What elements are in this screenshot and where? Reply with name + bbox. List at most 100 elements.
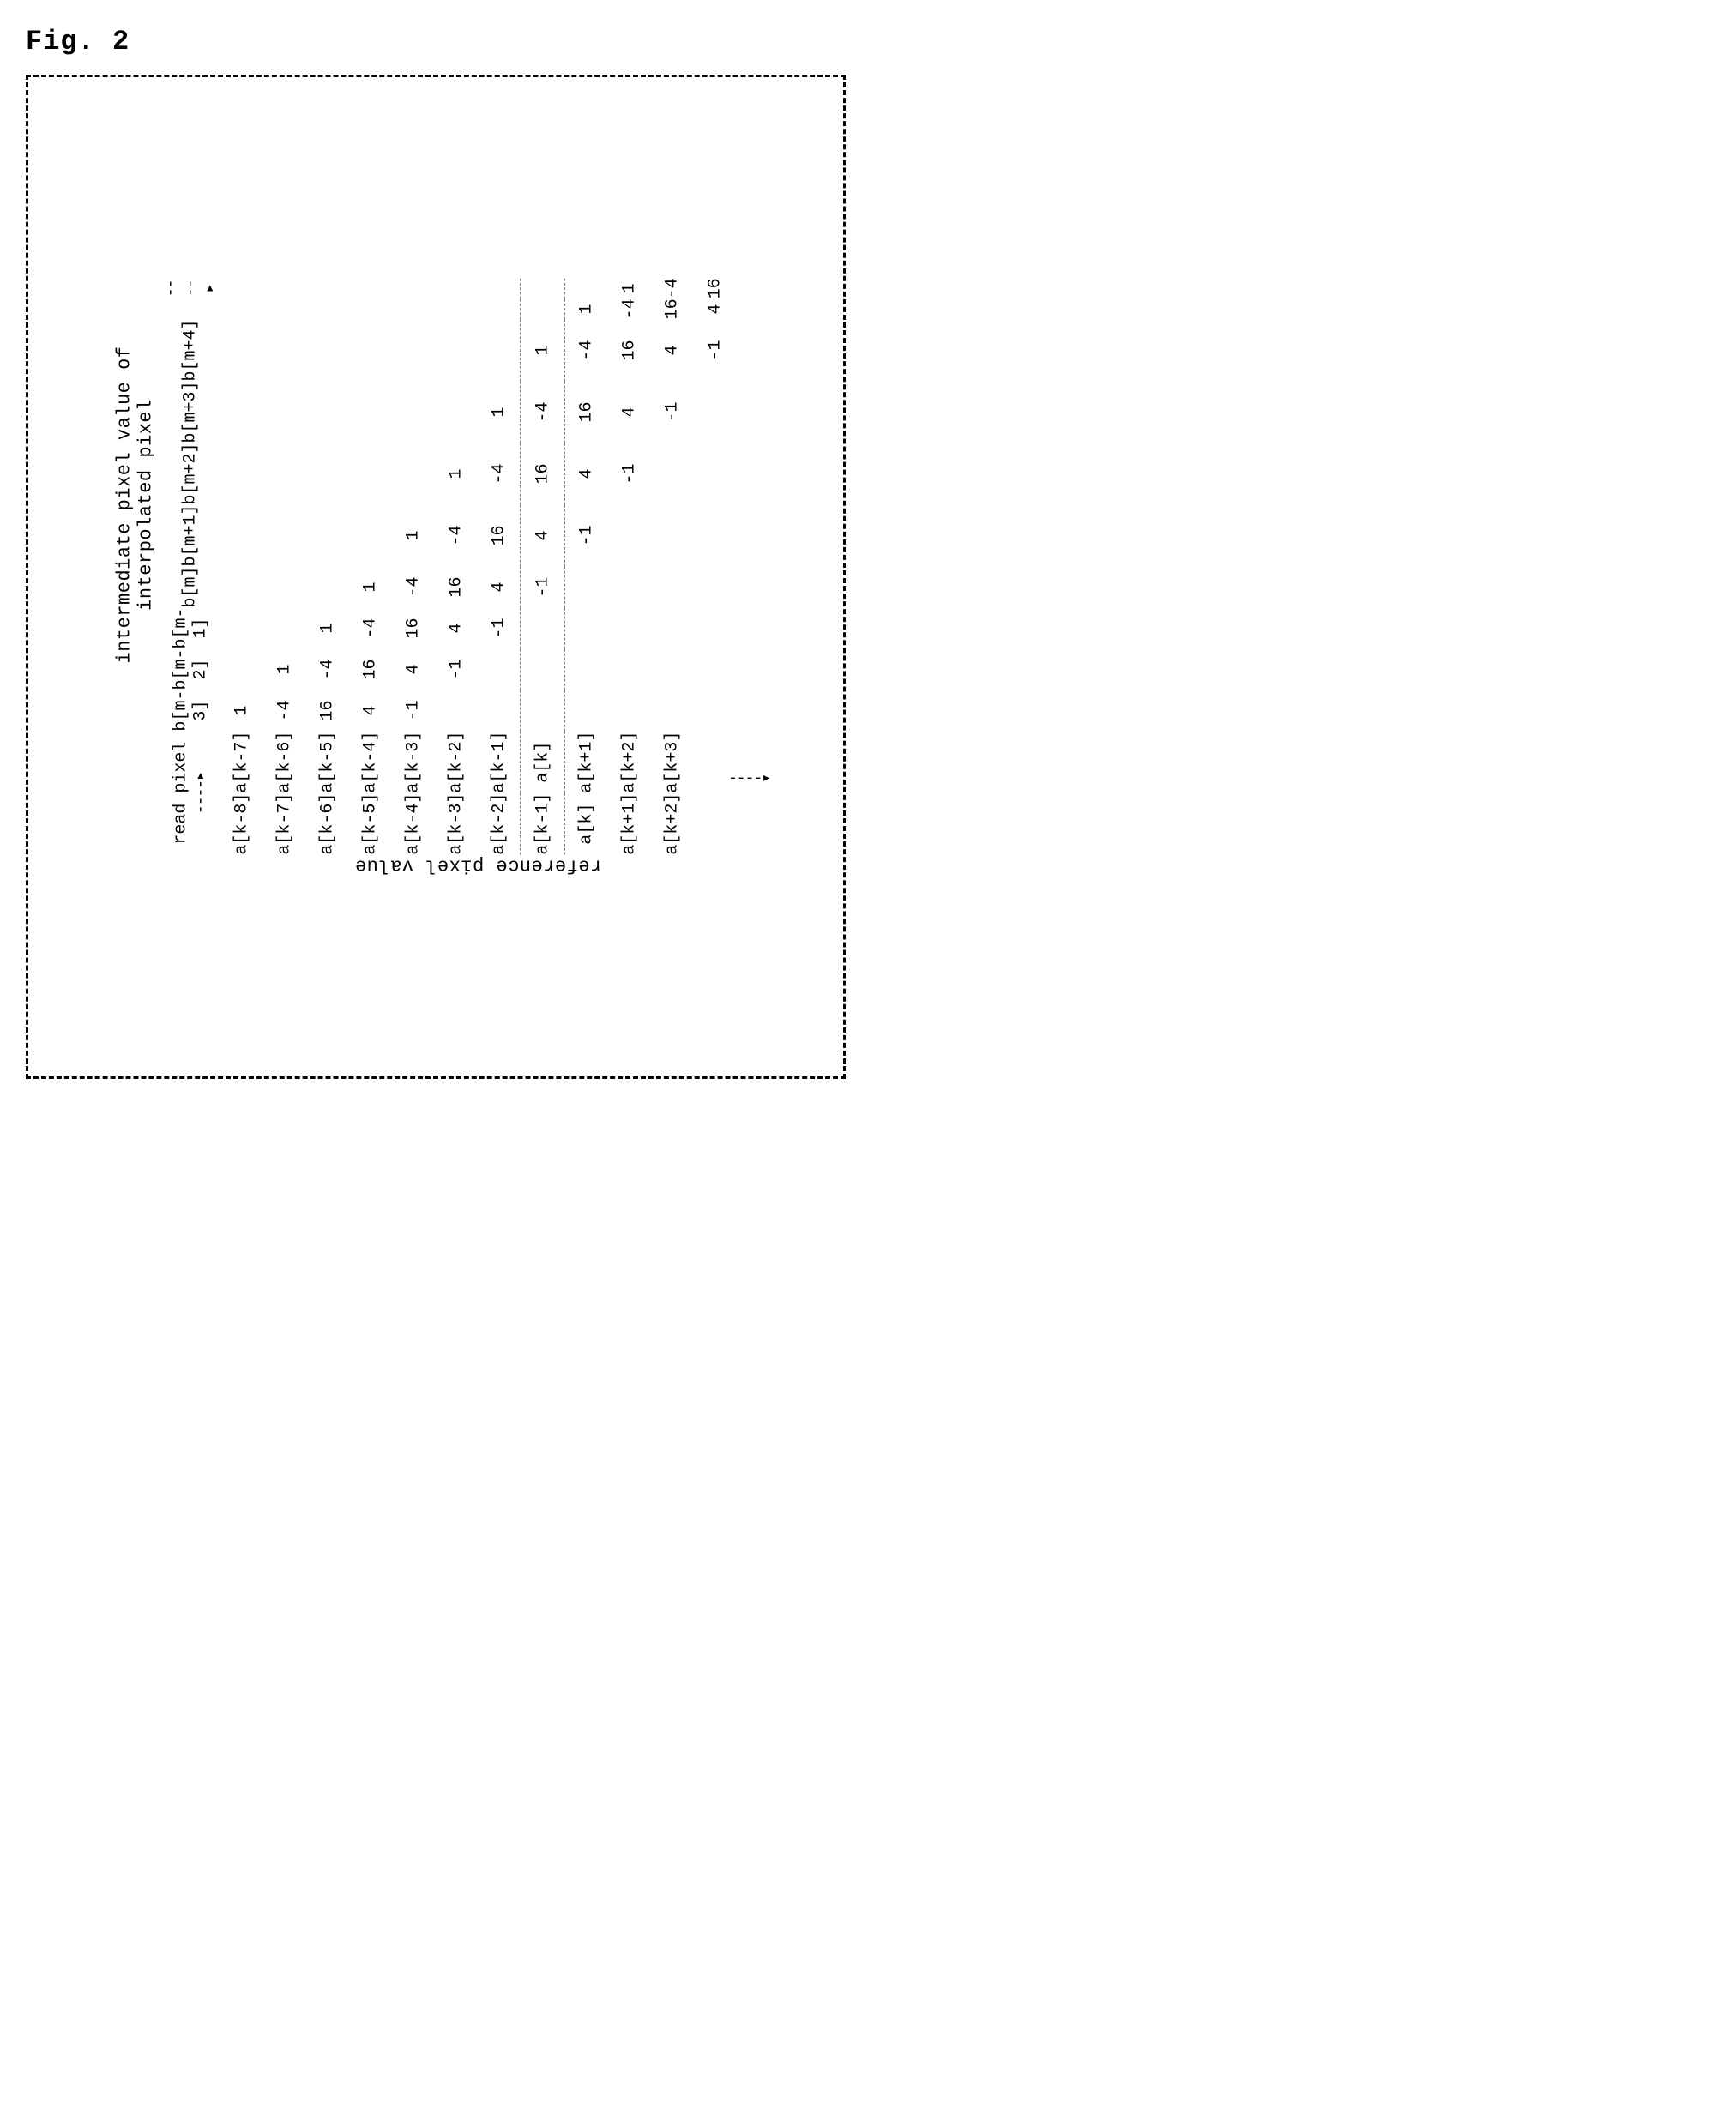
coef-cell	[220, 298, 263, 319]
coef-cell	[220, 504, 263, 566]
coef-cell	[651, 690, 694, 731]
coef-cell: -4	[478, 443, 521, 504]
coef-cell: -4	[564, 319, 608, 381]
coef-cell	[651, 504, 694, 566]
b-header-0: b[m-3]	[161, 690, 220, 731]
read-left-cell: a[k-6]	[306, 792, 349, 854]
coef-cell	[263, 278, 306, 298]
b-header-1: b[m-2]	[161, 648, 220, 690]
read-right-cell: a[k]	[521, 731, 564, 792]
coef-cell	[608, 504, 651, 566]
b-header-3: b[m]	[161, 566, 220, 607]
coef-cell	[263, 298, 306, 319]
coef-cell	[349, 319, 392, 381]
coef-cell	[220, 381, 263, 443]
dash-arrow-right-icon-2: ----▸	[163, 280, 220, 297]
coef-cell	[608, 607, 651, 648]
coef-cell	[564, 607, 608, 648]
coef-cell	[651, 566, 694, 607]
coef-cell: 4	[694, 298, 737, 319]
coef-cell	[564, 278, 608, 298]
coef-cell	[392, 319, 435, 381]
coef-cell: 1	[521, 319, 564, 381]
coef-cell	[478, 690, 521, 731]
coef-cell: 1	[263, 648, 306, 690]
coef-cell	[651, 648, 694, 690]
coef-cell	[306, 381, 349, 443]
read-right-cell: a[k-2]	[435, 731, 478, 792]
side-label-reference: reference pixel value	[220, 854, 737, 876]
coef-cell: 16	[306, 690, 349, 731]
coef-cell: 4	[435, 607, 478, 648]
coef-cell	[435, 690, 478, 731]
read-pixel-text: read pixel	[171, 741, 190, 844]
coef-cell	[349, 278, 392, 298]
coef-cell	[478, 648, 521, 690]
coef-cell: -1	[694, 319, 737, 381]
coef-cell: 1	[220, 690, 263, 731]
dash-arrow-right-icon: ----▸	[192, 772, 209, 814]
read-left-cell: a[k-7]	[263, 792, 306, 854]
coef-cell: -1	[521, 566, 564, 607]
coef-cell	[306, 278, 349, 298]
read-right-cell: a[k-6]	[263, 731, 306, 792]
coef-cell	[392, 278, 435, 298]
figure-label: Fig. 2	[26, 26, 1710, 57]
coef-cell: 1	[392, 504, 435, 566]
coef-cell: 4	[478, 566, 521, 607]
coef-cell: 4	[392, 648, 435, 690]
coef-cell	[694, 648, 737, 690]
coef-cell: 16	[349, 648, 392, 690]
group-header-intermediate: intermediate pixel value of interpolated…	[110, 278, 161, 731]
coef-cell: -1	[435, 648, 478, 690]
rotated-wrapper: intermediate pixel value of interpolated…	[110, 278, 763, 876]
coef-cell: 16	[435, 566, 478, 607]
coef-cell: -1	[478, 607, 521, 648]
read-right-cell: a[k-1]	[478, 731, 521, 792]
coef-cell	[651, 607, 694, 648]
read-right-cell: a[k+2]	[608, 731, 651, 792]
coef-cell: 4	[651, 319, 694, 381]
coef-cell: 16	[478, 504, 521, 566]
coef-cell	[349, 504, 392, 566]
coef-cell: -1	[564, 504, 608, 566]
coef-cell: -4	[349, 607, 392, 648]
coef-cell	[220, 319, 263, 381]
coef-cell	[521, 278, 564, 298]
b-header-9: ----▸	[161, 278, 220, 298]
read-left-cell	[694, 792, 737, 854]
coef-cell	[220, 648, 263, 690]
coef-cell	[263, 443, 306, 504]
read-right-cell: a[k-7]	[220, 731, 263, 792]
coef-cell	[608, 566, 651, 607]
coef-cell	[694, 566, 737, 607]
coef-cell	[521, 690, 564, 731]
coef-cell: -4	[392, 566, 435, 607]
read-right-cell: a[k-3]	[392, 731, 435, 792]
coef-cell: 4	[608, 381, 651, 443]
read-right-cell: a[k-4]	[349, 731, 392, 792]
coef-cell	[349, 298, 392, 319]
coef-cell	[220, 443, 263, 504]
coef-cell	[564, 566, 608, 607]
read-left-cell: a[k-5]	[349, 792, 392, 854]
coef-cell	[263, 566, 306, 607]
coef-cell	[694, 443, 737, 504]
coef-cell	[220, 566, 263, 607]
coef-cell: 1	[306, 607, 349, 648]
coef-cell	[435, 381, 478, 443]
read-pixel-header: read pixel ----▸	[161, 731, 220, 854]
coef-cell	[435, 319, 478, 381]
coef-cell: -1	[392, 690, 435, 731]
read-left-cell: a[k]	[564, 792, 608, 854]
coef-cell: 1	[564, 298, 608, 319]
b-header-5: b[m+2]	[161, 443, 220, 504]
down-arrow-icon: ----▸	[737, 731, 763, 854]
coef-cell	[435, 278, 478, 298]
coef-cell	[651, 443, 694, 504]
coef-cell	[521, 607, 564, 648]
b-header-8	[161, 298, 220, 319]
coef-cell	[564, 648, 608, 690]
coef-cell: -4	[435, 504, 478, 566]
coef-cell	[521, 298, 564, 319]
